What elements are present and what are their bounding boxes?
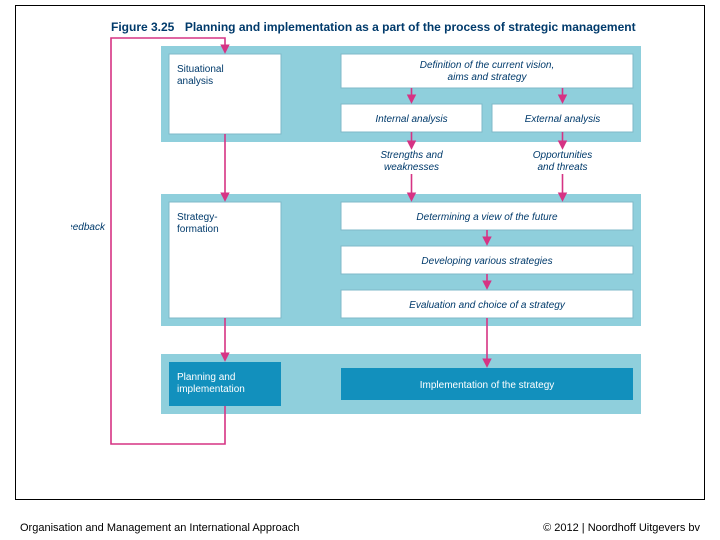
diagram-svg: SituationalanalysisDefinition of the cur… <box>71 16 671 476</box>
footer-right: © 2012 | Noordhoff Uitgevers bv <box>543 522 700 534</box>
text-implement: Implementation of the strategy <box>420 380 555 391</box>
text-develop: Developing various strategies <box>421 256 552 267</box>
footer-left: Organisation and Management an Internati… <box>20 522 299 534</box>
text-eval: Evaluation and choice of a strategy <box>409 300 566 311</box>
label-strategy-text: Strategy-formation <box>177 212 219 235</box>
label-planning-text: Planning andimplementation <box>177 372 245 395</box>
text-internal: Internal analysis <box>375 114 447 125</box>
text-sw: Strengths andweaknesses <box>380 150 443 173</box>
text-future: Determining a view of the future <box>416 212 558 223</box>
figure-3-25: Figure 3.25 Planning and implementation … <box>71 16 671 491</box>
text-external: External analysis <box>525 114 601 125</box>
text-ot: Opportunitiesand threats <box>533 150 592 173</box>
feedback-label: Feedback <box>71 222 106 233</box>
